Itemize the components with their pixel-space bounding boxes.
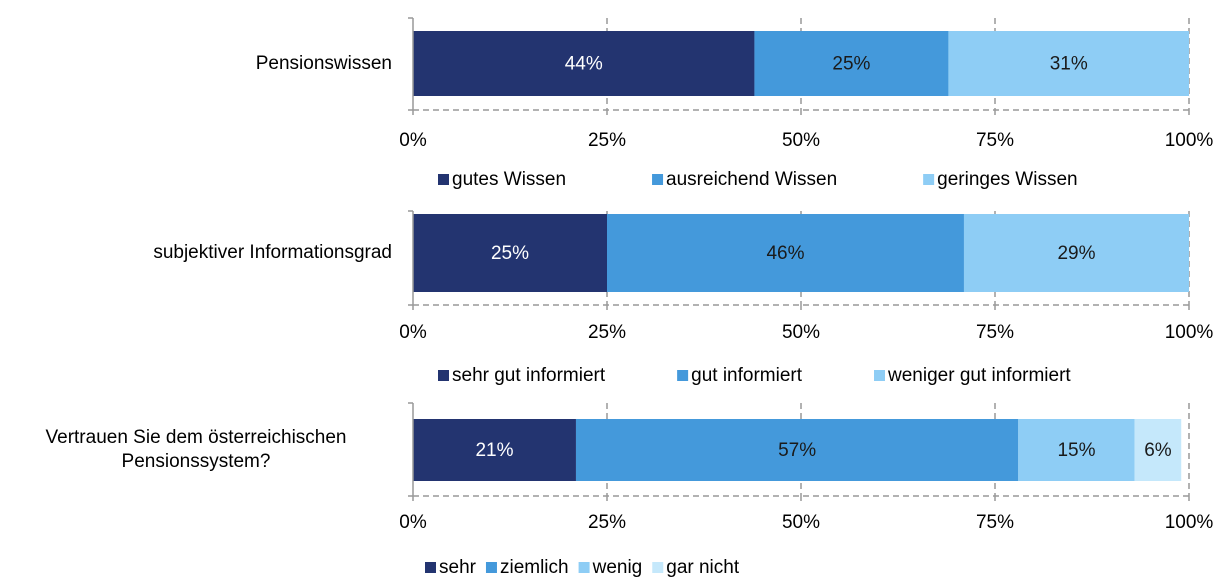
category-text: Vertrauen Sie dem österreichischen Pensi… <box>45 427 347 472</box>
legend-swatch <box>652 562 664 573</box>
x-tick-label: 25% <box>588 130 626 151</box>
legend-swatch <box>923 174 935 185</box>
data-label: 31% <box>1050 54 1088 75</box>
legend-label: gut informiert <box>691 365 803 386</box>
legend-label: sehr gut informiert <box>452 365 606 386</box>
x-tick-label: 0% <box>399 322 427 343</box>
legend-label: gutes Wissen <box>452 169 566 190</box>
x-tick-label: 25% <box>588 322 626 343</box>
legend-swatch <box>578 562 590 573</box>
legend-label: ziemlich <box>500 557 569 578</box>
bar-segment <box>413 214 607 292</box>
x-tick-label: 25% <box>588 512 626 533</box>
bar-segment <box>1018 419 1135 481</box>
data-label: 6% <box>1144 440 1172 461</box>
legend-label: geringes Wissen <box>937 169 1077 190</box>
data-label: 57% <box>778 440 816 461</box>
bar-segment <box>413 419 576 481</box>
x-tick-label: 50% <box>782 512 820 533</box>
legend-swatch <box>677 370 689 381</box>
legend-label: ausreichend Wissen <box>666 169 837 190</box>
legend-swatch <box>874 370 885 381</box>
category-text: Pensionswissen <box>255 52 392 74</box>
x-tick-label: 75% <box>976 130 1014 151</box>
x-tick-label: 50% <box>782 322 820 343</box>
bar-segment <box>1134 419 1182 481</box>
category-text: subjektiver Informationsgrad <box>153 242 392 263</box>
x-tick-label: 100% <box>1165 512 1214 533</box>
bar-segment <box>948 31 1189 96</box>
x-tick-label: 0% <box>399 512 427 533</box>
category-label: Pensionswissen <box>0 31 392 96</box>
legend-swatch <box>425 562 436 573</box>
x-tick-label: 100% <box>1165 130 1214 151</box>
data-label: 25% <box>491 243 529 264</box>
legend-swatch <box>485 562 497 573</box>
x-tick-label: 50% <box>782 130 820 151</box>
data-label: 29% <box>1057 243 1095 264</box>
data-label: 44% <box>565 54 603 75</box>
x-tick-label: 0% <box>399 130 427 151</box>
legend-label: weniger gut informiert <box>887 365 1071 386</box>
category-label: subjektiver Informationsgrad <box>0 214 392 292</box>
bar-segment <box>575 419 1019 481</box>
data-label: 21% <box>475 440 513 461</box>
x-tick-label: 75% <box>976 512 1014 533</box>
bar-segment <box>607 214 964 292</box>
legend-swatch <box>438 174 449 185</box>
x-tick-label: 75% <box>976 322 1014 343</box>
legend-swatch <box>438 370 449 381</box>
legend-label: wenig <box>592 557 643 578</box>
x-tick-label: 100% <box>1165 322 1214 343</box>
bar-segment <box>754 31 949 96</box>
category-label: Vertrauen Sie dem österreichischen Pensi… <box>0 419 392 481</box>
data-label: 46% <box>766 243 804 264</box>
legend-label: sehr <box>439 557 477 578</box>
data-label: 15% <box>1057 440 1095 461</box>
legend-swatch <box>652 174 664 185</box>
data-label: 25% <box>832 54 870 75</box>
legend-label: gar nicht <box>666 557 740 578</box>
bar-segment <box>413 31 755 96</box>
bar-segment <box>963 214 1189 292</box>
